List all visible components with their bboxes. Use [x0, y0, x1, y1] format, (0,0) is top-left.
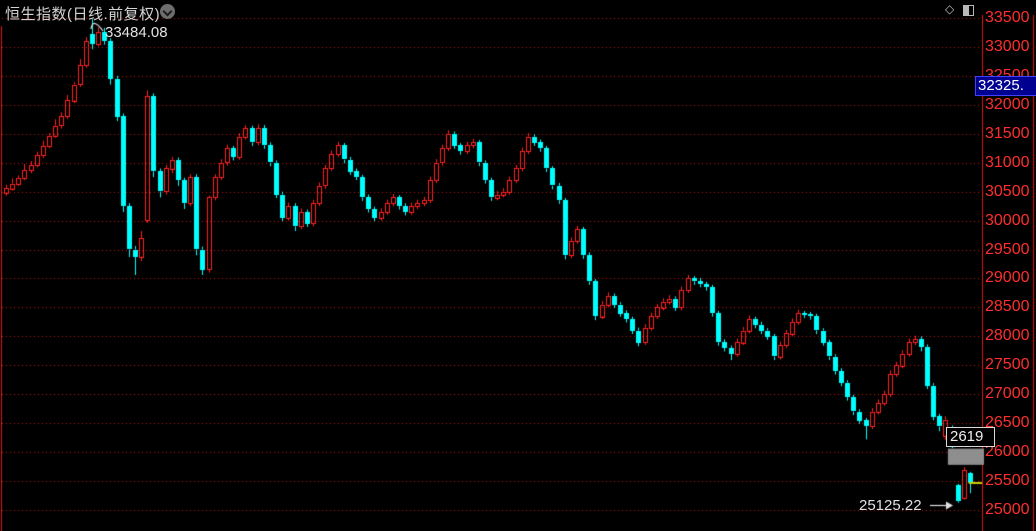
- y-axis-tick-label: 27000: [985, 385, 1030, 403]
- y-axis-tick-label: 27500: [985, 356, 1030, 374]
- chart-title: 恒生指数(日线.前复权): [5, 6, 161, 23]
- y-axis-tick-label: 30000: [985, 211, 1030, 229]
- crosshair-price-badge: 32325.: [975, 76, 1036, 96]
- peak-price-annotation: 33484.08: [105, 24, 168, 41]
- split-square-fill: [964, 6, 969, 15]
- y-axis-tick-label: 26000: [985, 443, 1030, 461]
- split-square-icon[interactable]: [963, 5, 974, 16]
- y-axis-tick-label: 31500: [985, 124, 1030, 142]
- diamond-icon[interactable]: ◇: [945, 2, 955, 16]
- y-axis-tick-label: 28000: [985, 327, 1030, 345]
- y-axis-tick-label: 30500: [985, 182, 1030, 200]
- gap-size-label: 2619: [946, 427, 995, 447]
- y-axis-tick-label: 32000: [985, 95, 1030, 113]
- y-axis-tick-label: 26500: [985, 414, 1030, 432]
- y-axis-tick-label: 25500: [985, 472, 1030, 490]
- y-axis-tick-label: 29000: [985, 269, 1030, 287]
- y-axis-tick-label: 33500: [985, 9, 1030, 26]
- chevron-down-circle-icon[interactable]: [160, 4, 175, 19]
- y-axis-tick-label: 33000: [985, 37, 1030, 55]
- y-axis-tick-label: 28500: [985, 298, 1030, 316]
- y-axis-tick-label: 29500: [985, 240, 1030, 258]
- y-axis-tick-label: 31000: [985, 153, 1030, 171]
- y-axis-tick-label: 25000: [985, 501, 1030, 518]
- chevron-glyph: [162, 6, 173, 16]
- low-price-annotation: 25125.22: [859, 497, 922, 514]
